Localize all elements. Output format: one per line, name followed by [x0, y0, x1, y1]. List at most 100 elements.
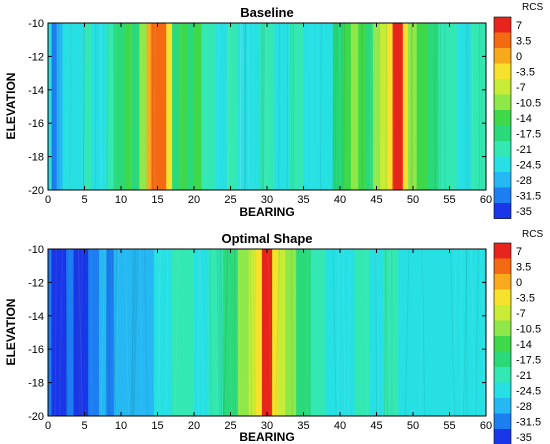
- baseline-x-axis-label: BEARING: [239, 205, 294, 219]
- baseline-band-40: [456, 23, 472, 190]
- optimal-shape-streak: [249, 249, 253, 416]
- optimal-shape-band-15: [256, 249, 263, 416]
- optimal-shape-streak: [291, 249, 293, 416]
- optimal-shape-streak: [130, 249, 136, 416]
- optimal-shape-band-19: [285, 249, 297, 416]
- optimal-shape-band-22: [325, 249, 356, 416]
- baseline-streak: [239, 23, 242, 190]
- optimal-shape-streak: [332, 249, 337, 416]
- optimal-shape-colorbar-swatch: [494, 398, 511, 414]
- optimal-shape-band-0: [48, 249, 53, 416]
- optimal-shape-x-tick-label: 30: [261, 420, 273, 432]
- baseline-colorbar-label: 7: [516, 20, 522, 32]
- baseline-streak: [263, 23, 265, 190]
- baseline-streak: [410, 23, 413, 190]
- baseline-heatmap: [48, 23, 486, 190]
- baseline-streak: [82, 23, 85, 190]
- baseline-streak: [51, 23, 53, 190]
- optimal-shape-y-tick-label: -10: [28, 244, 44, 256]
- baseline-streak: [471, 23, 474, 190]
- baseline-band-26: [332, 23, 345, 190]
- baseline-streak: [151, 23, 153, 190]
- baseline-band-25: [303, 23, 334, 190]
- baseline-x-tick-label: 50: [407, 194, 419, 206]
- optimal-shape-band-16: [261, 249, 273, 416]
- baseline-streak: [100, 23, 102, 190]
- baseline-colorbar-swatch: [494, 125, 511, 142]
- baseline-y-tick-label: -14: [28, 85, 44, 97]
- optimal-shape-y-tick-label: -14: [28, 311, 44, 323]
- baseline-colorbar-label: 0: [516, 51, 522, 63]
- optimal-shape-panel: Optimal Shape 0 5 10 15 20 25 30 35 40 45 50 55 60 -…: [4, 231, 492, 444]
- baseline-colorbar-label: -7: [516, 82, 526, 94]
- optimal-shape-colorbar-swatch: [494, 305, 511, 321]
- baseline-streak: [69, 23, 72, 190]
- baseline-band-31: [372, 23, 381, 190]
- optimal-shape-x-tick-label: 0: [45, 420, 51, 432]
- baseline-streak: [242, 23, 244, 190]
- optimal-shape-streak: [375, 249, 377, 416]
- optimal-shape-streak: [342, 249, 346, 416]
- optimal-shape-band-1: [51, 249, 67, 416]
- baseline-band-15: [179, 23, 188, 190]
- optimal-shape-x-axis-label: BEARING: [239, 430, 294, 444]
- baseline-band-29: [358, 23, 367, 190]
- baseline-colorbar-label: -28: [516, 175, 532, 187]
- optimal-shape-streak: [90, 249, 93, 416]
- optimal-shape-x-ticks: 0 5 10 15 20 25 30 35 40 45 50 55 60: [45, 249, 492, 432]
- baseline-band-30: [365, 23, 374, 190]
- baseline-band-24: [288, 23, 305, 190]
- baseline-streak: [82, 23, 85, 190]
- optimal-shape-band-17: [272, 249, 279, 416]
- optimal-shape-colorbar-label: 7: [516, 246, 522, 258]
- baseline-colorbar-swatch: [494, 63, 511, 80]
- optimal-shape-heatmap: [48, 249, 486, 416]
- baseline-band-8: [124, 23, 133, 190]
- baseline-colorbar-swatch: [494, 110, 511, 126]
- baseline-streak: [81, 23, 84, 190]
- optimal-shape-x-tick-label: 45: [370, 420, 382, 432]
- optimal-shape-streak: [465, 249, 468, 416]
- baseline-streak: [376, 23, 378, 190]
- optimal-shape-streak: [54, 249, 57, 416]
- optimal-shape-streak: [267, 249, 272, 416]
- optimal-shape-streak: [470, 249, 476, 416]
- optimal-shape-streak: [64, 249, 68, 416]
- optimal-shape-streak: [50, 249, 53, 416]
- baseline-x-ticks: 0 5 10 15 20 25 30 35 40 45 50 55 60: [45, 23, 492, 206]
- baseline-band-4: [84, 23, 93, 190]
- baseline-colorbar-swatch: [494, 94, 511, 111]
- baseline-streak: [217, 23, 219, 190]
- baseline-streak: [439, 23, 442, 190]
- optimal-shape-band-20: [296, 249, 312, 416]
- baseline-streak: [239, 23, 242, 190]
- optimal-shape-streak: [199, 249, 205, 416]
- optimal-shape-streak: [80, 249, 83, 416]
- baseline-y-tick-label: -10: [28, 18, 44, 30]
- optimal-shape-streak: [77, 249, 80, 416]
- baseline-band-16: [186, 23, 195, 190]
- baseline-band-19: [215, 23, 228, 190]
- optimal-shape-band-5: [99, 249, 107, 416]
- optimal-shape-band-10: [194, 249, 210, 416]
- optimal-shape-streak: [113, 249, 118, 416]
- baseline-colorbar-title: RCS: [522, 2, 543, 13]
- optimal-shape-colorbar-swatch: [494, 258, 511, 275]
- optimal-shape-band-2: [66, 249, 75, 416]
- optimal-shape-streak: [234, 249, 237, 416]
- optimal-shape-y-tick-label: -18: [28, 378, 44, 390]
- optimal-shape-colorbar-label: -17.5: [516, 354, 541, 366]
- baseline-band-33: [387, 23, 394, 190]
- optimal-shape-streak: [131, 249, 134, 416]
- baseline-band-36: [407, 23, 418, 190]
- baseline-x-tick-label: 5: [81, 194, 87, 206]
- baseline-x-tick-label: 15: [151, 194, 163, 206]
- baseline-streak: [252, 23, 254, 190]
- baseline-band-17: [194, 23, 202, 190]
- optimal-shape-x-tick-label: 20: [188, 420, 200, 432]
- optimal-shape-colorbar-label: -7: [516, 308, 526, 320]
- optimal-shape-colorbar-label: -28: [516, 401, 532, 413]
- optimal-shape-colorbar-swatch: [494, 274, 511, 290]
- optimal-shape-streak: [384, 249, 386, 416]
